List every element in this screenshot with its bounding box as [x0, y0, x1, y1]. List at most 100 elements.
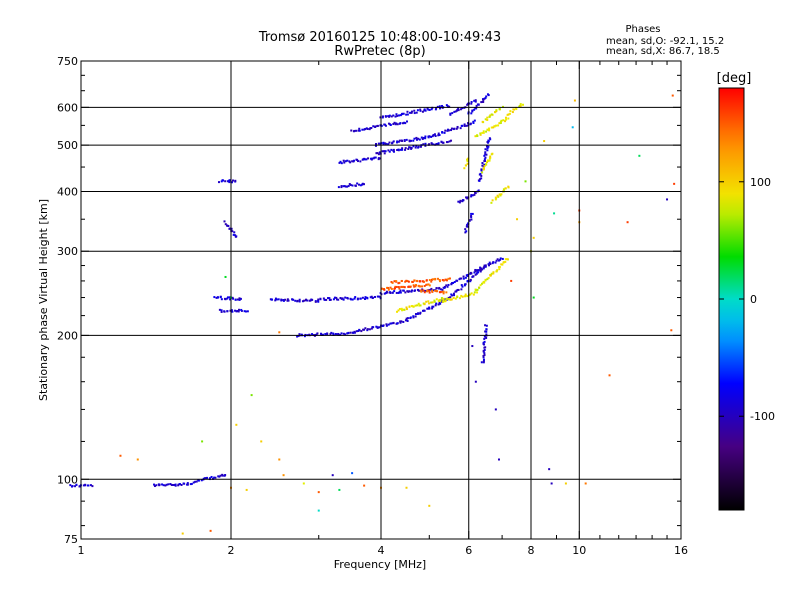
- data-point: [482, 130, 485, 133]
- data-point: [456, 108, 459, 111]
- data-point: [464, 164, 467, 167]
- data-point: [240, 308, 243, 311]
- data-point: [477, 189, 480, 192]
- data-point: [463, 167, 466, 170]
- data-point: [488, 129, 491, 132]
- data-point: [392, 123, 395, 126]
- data-point: [435, 287, 438, 290]
- data-point: [445, 297, 448, 300]
- data-point: [474, 192, 477, 195]
- data-point: [406, 120, 409, 123]
- data-point: [424, 142, 427, 145]
- data-point: [383, 123, 386, 126]
- data-point: [489, 138, 492, 141]
- data-point: [229, 298, 232, 301]
- data-point: [486, 128, 489, 131]
- data-point: [435, 107, 438, 110]
- data-point: [442, 297, 445, 300]
- data-point: [395, 285, 398, 288]
- data-point: [473, 271, 476, 274]
- data-point: [332, 298, 335, 301]
- data-point: [311, 333, 314, 336]
- data-point: [326, 332, 329, 335]
- data-point: [356, 158, 359, 161]
- data-point: [461, 295, 464, 298]
- data-point: [479, 270, 482, 273]
- data-point: [342, 332, 345, 335]
- data-point: [231, 230, 234, 233]
- data-point: [346, 159, 349, 162]
- data-point: [232, 179, 235, 182]
- data-point: [303, 335, 306, 338]
- x-tick-label: 2: [228, 544, 235, 557]
- data-point: [419, 304, 422, 307]
- data-point: [351, 298, 354, 301]
- data-point: [477, 103, 480, 106]
- data-point: [498, 108, 501, 111]
- data-point: [355, 330, 358, 333]
- data-point: [356, 298, 359, 301]
- data-point: [390, 287, 393, 290]
- data-point: [375, 325, 378, 328]
- data-point: [396, 310, 399, 313]
- data-point: [484, 148, 487, 151]
- data-point: [296, 335, 299, 338]
- data-point: [217, 475, 220, 478]
- data-point: [494, 111, 497, 114]
- data-point: [349, 297, 352, 300]
- data-point: [515, 108, 518, 111]
- data-point: [234, 234, 237, 237]
- colorbar-tick-label: 100: [750, 176, 771, 189]
- data-point: [366, 329, 369, 332]
- data-point: [504, 120, 507, 123]
- data-point: [504, 187, 507, 190]
- data-point: [362, 183, 365, 186]
- data-point: [417, 145, 420, 148]
- data-point: [329, 298, 332, 301]
- data-point: [462, 199, 465, 202]
- data-point: [234, 309, 237, 312]
- data-point: [482, 267, 485, 270]
- data-point: [189, 483, 192, 486]
- data-point: [507, 113, 510, 116]
- data-point: [203, 477, 206, 480]
- data-point: [482, 98, 485, 101]
- data-point: [353, 331, 356, 334]
- data-point: [341, 297, 344, 300]
- data-point: [491, 199, 494, 202]
- data-point: [351, 160, 354, 163]
- data-point: [453, 110, 456, 113]
- data-point: [119, 454, 122, 457]
- data-point: [449, 113, 452, 116]
- data-point: [441, 290, 444, 293]
- data-point: [410, 290, 413, 293]
- data-point: [421, 285, 424, 288]
- data-point: [297, 334, 300, 337]
- data-point: [411, 110, 414, 113]
- data-point: [432, 289, 435, 292]
- data-point: [571, 126, 574, 129]
- data-point: [458, 201, 461, 204]
- data-point: [483, 348, 486, 351]
- data-point: [226, 297, 229, 300]
- data-point: [384, 142, 387, 145]
- data-point: [250, 394, 253, 397]
- data-point: [342, 298, 345, 301]
- data-point: [457, 109, 460, 112]
- data-point: [413, 137, 416, 140]
- data-point: [379, 157, 382, 160]
- data-point: [499, 257, 502, 260]
- data-point: [414, 315, 417, 318]
- data-point: [414, 285, 417, 288]
- data-point: [428, 108, 431, 111]
- data-point: [337, 298, 340, 301]
- data-point: [231, 181, 234, 184]
- data-point: [373, 156, 376, 159]
- data-point: [323, 298, 326, 301]
- data-point: [423, 109, 426, 112]
- data-point: [564, 482, 567, 485]
- data-point: [486, 147, 489, 150]
- data-point: [434, 289, 437, 292]
- data-point: [89, 484, 92, 487]
- data-point: [201, 440, 204, 443]
